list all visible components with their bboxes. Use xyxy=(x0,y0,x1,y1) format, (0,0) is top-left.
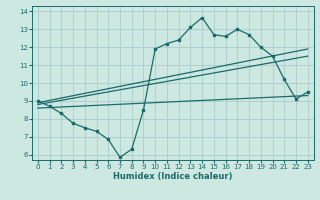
X-axis label: Humidex (Indice chaleur): Humidex (Indice chaleur) xyxy=(113,172,233,181)
